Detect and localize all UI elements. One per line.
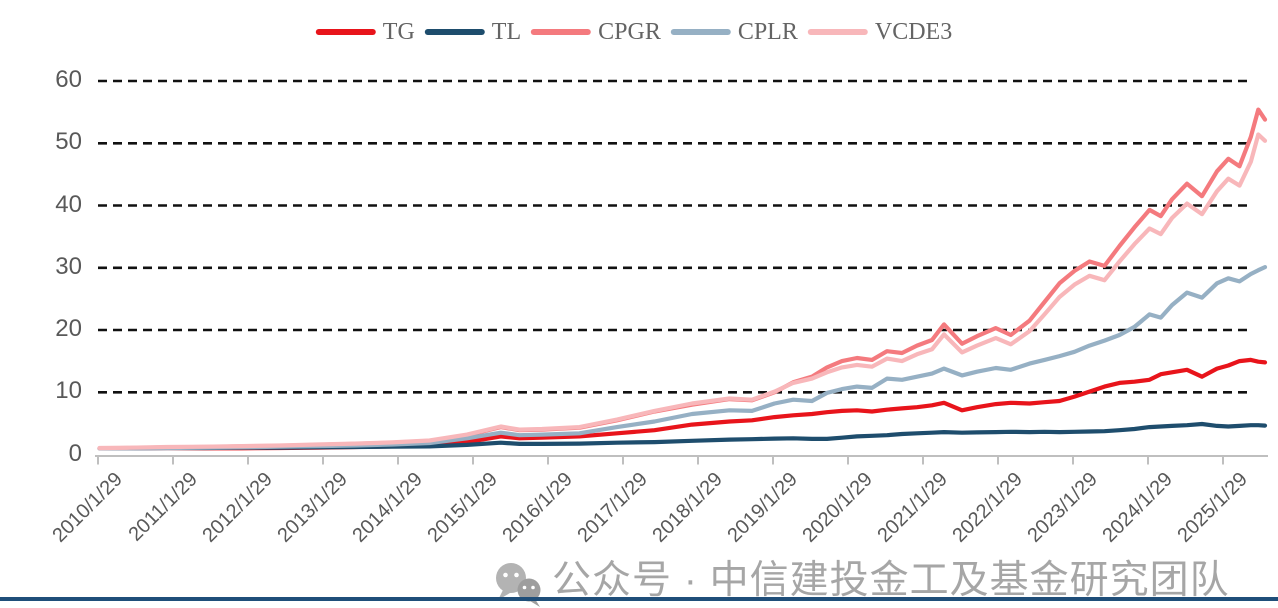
legend-item-vcde3: VCDE3 bbox=[807, 19, 953, 45]
legend-label: CPGR bbox=[598, 19, 661, 45]
chart-legend: TG TL CPGR CPLR VCDE3 bbox=[315, 19, 962, 45]
y-axis-label-50: 50 bbox=[55, 128, 82, 156]
legend-label: CPLR bbox=[737, 19, 798, 45]
series-line-cpgr bbox=[97, 107, 1268, 451]
series-line-vcde3 bbox=[97, 132, 1268, 451]
watermark-text: 公众号 · 中信建投金工及基金研究团队 bbox=[552, 559, 1230, 602]
legend-swatch-cpgr bbox=[531, 29, 592, 35]
y-axis-label-30: 30 bbox=[55, 252, 82, 280]
legend-swatch-cplr bbox=[670, 29, 731, 35]
legend-label: TL bbox=[491, 19, 522, 45]
legend-item-cpgr: CPGR bbox=[531, 20, 661, 44]
legend-swatch-tg bbox=[315, 29, 376, 35]
y-axis-label-20: 20 bbox=[55, 315, 82, 342]
legend-swatch-tl bbox=[424, 29, 485, 35]
y-axis-label-10: 10 bbox=[55, 377, 82, 405]
bottom-divider-bar bbox=[0, 597, 1278, 601]
legend-label: VCDE3 bbox=[874, 19, 953, 45]
y-axis-label-60: 60 bbox=[55, 66, 82, 93]
y-axis-label-40: 40 bbox=[55, 190, 82, 218]
series-line-tl bbox=[97, 421, 1268, 451]
series-line-cplr bbox=[97, 265, 1268, 451]
wechat-icon bbox=[496, 563, 541, 607]
legend-swatch-vcde3 bbox=[807, 29, 868, 35]
watermark: 公众号 · 中信建投金工及基金研究团队 bbox=[494, 559, 1230, 608]
legend-item-tg: TG bbox=[315, 19, 415, 45]
legend-item-cplr: CPLR bbox=[670, 19, 798, 45]
y-axis-label-0: 0 bbox=[68, 439, 82, 467]
legend-label: TG bbox=[382, 19, 415, 45]
legend-item-tl: TL bbox=[424, 19, 522, 45]
